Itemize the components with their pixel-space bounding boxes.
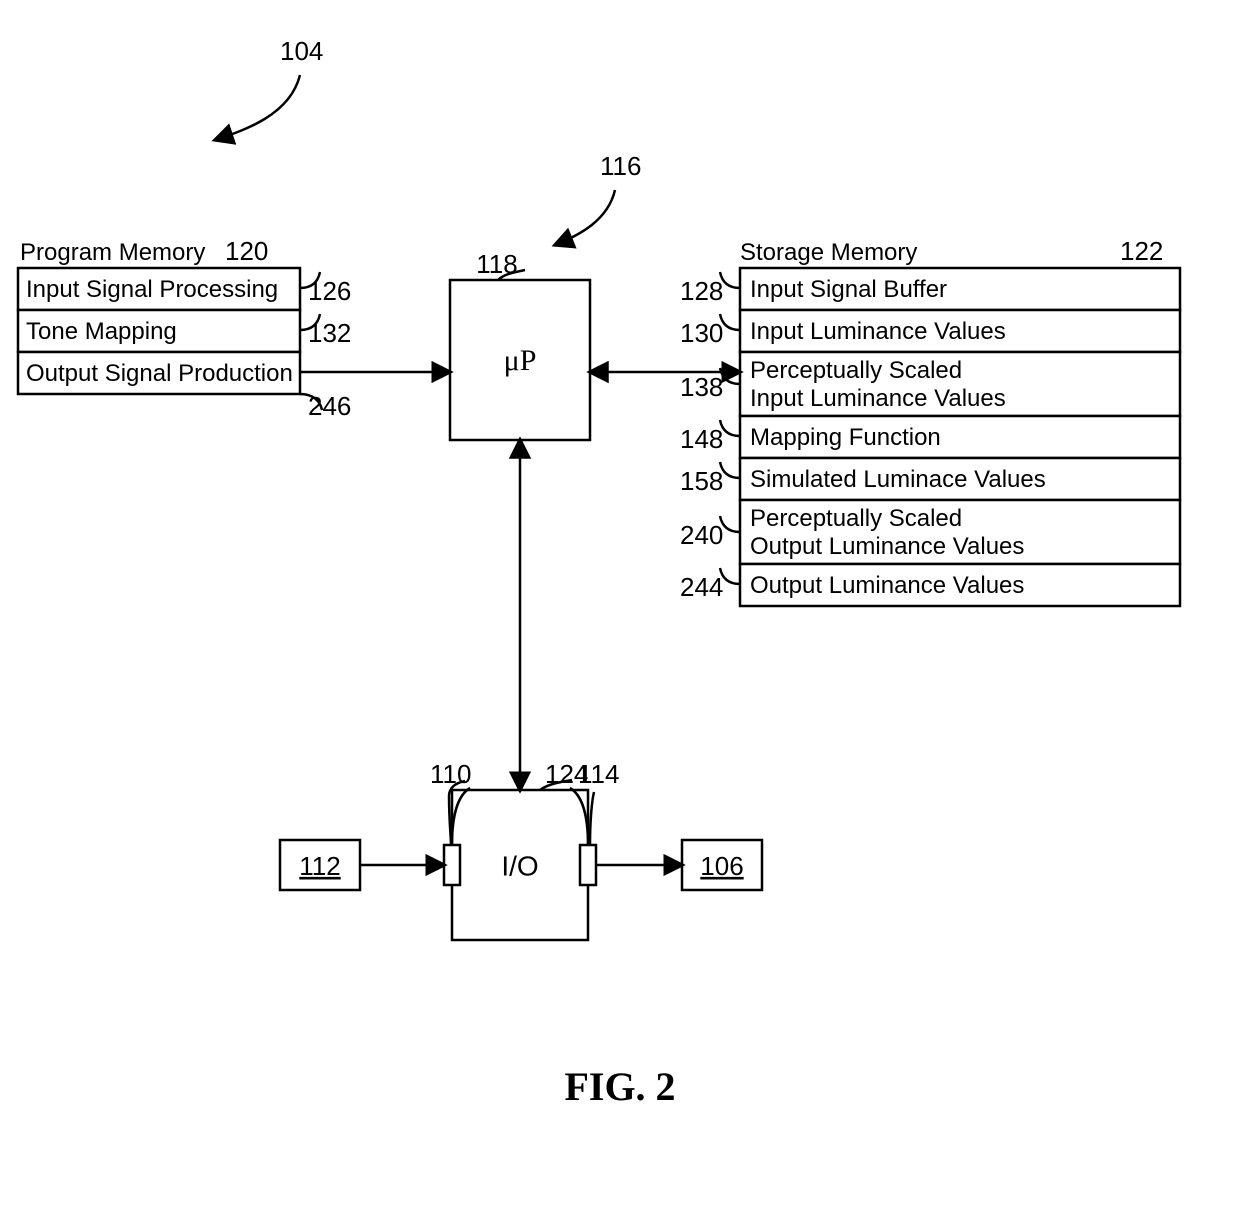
ref-overall: 104 xyxy=(280,36,323,66)
pm-row-1-ref: 132 xyxy=(308,318,351,348)
sm-row-3-ref: 148 xyxy=(680,424,723,454)
sm-row-2-label1: Perceptually Scaled xyxy=(750,357,962,384)
io-right-port-tick xyxy=(590,792,594,845)
io-block: I/O 124 110 114 xyxy=(430,759,619,940)
arrow-ref-104 xyxy=(215,75,300,140)
ref-storage-memory: 122 xyxy=(1120,236,1163,266)
sm-row-5-label2: Output Luminance Values xyxy=(750,533,1024,560)
sm-row-5-ref: 240 xyxy=(680,520,723,550)
io-left-port-tick xyxy=(449,796,451,845)
sm-row-0-label: Input Signal Buffer xyxy=(750,276,947,303)
processor-block: μP 118 xyxy=(450,249,590,440)
pm-row-2-label: Output Signal Production xyxy=(26,360,293,387)
program-memory: Program Memory 120 Input Signal Processi… xyxy=(18,236,351,421)
sm-row-5-label1: Perceptually Scaled xyxy=(750,505,962,532)
ref-processor: 118 xyxy=(476,249,517,279)
box-106-label: 106 xyxy=(700,851,743,881)
sm-row-6-ref: 244 xyxy=(680,572,723,602)
storage-memory: Storage Memory 122 Input Signal Buffer 1… xyxy=(680,236,1180,606)
program-memory-header: Program Memory xyxy=(20,239,205,266)
sm-row-6-label: Output Luminance Values xyxy=(750,572,1024,599)
io-right-port xyxy=(580,845,596,885)
diagram-canvas: 104 116 Program Memory 120 Input Signal … xyxy=(0,0,1240,1212)
sm-row-4-ref: 158 xyxy=(680,466,723,496)
sm-row-2-label2: Input Luminance Values xyxy=(750,385,1006,412)
pm-row-0-label: Input Signal Processing xyxy=(26,276,278,303)
sm-row-4-label: Simulated Luminace Values xyxy=(750,466,1046,493)
sm-row-1-ref: 130 xyxy=(680,318,723,348)
pm-row-2-ref: 246 xyxy=(308,391,351,421)
pm-row-0-ref: 126 xyxy=(308,276,351,306)
processor-label: μP xyxy=(504,344,537,377)
io-label: I/O xyxy=(501,850,538,881)
figure-caption: FIG. 2 xyxy=(564,1064,675,1109)
pm-row-1-label: Tone Mapping xyxy=(26,318,177,345)
sm-row-0-ref: 128 xyxy=(680,276,723,306)
arrow-ref-116 xyxy=(555,190,615,245)
storage-memory-header: Storage Memory xyxy=(740,239,917,266)
ref-processor-group: 116 xyxy=(600,151,641,181)
io-left-port xyxy=(444,845,460,885)
box-112-label: 112 xyxy=(299,851,340,881)
sm-row-1-label: Input Luminance Values xyxy=(750,318,1006,345)
ref-io-left-port: 110 xyxy=(430,759,471,789)
ref-io-right-port: 114 xyxy=(578,759,619,789)
sm-row-3-label: Mapping Function xyxy=(750,424,941,451)
ref-program-memory: 120 xyxy=(225,236,268,266)
sm-row-2-ref: 138 xyxy=(680,372,723,402)
